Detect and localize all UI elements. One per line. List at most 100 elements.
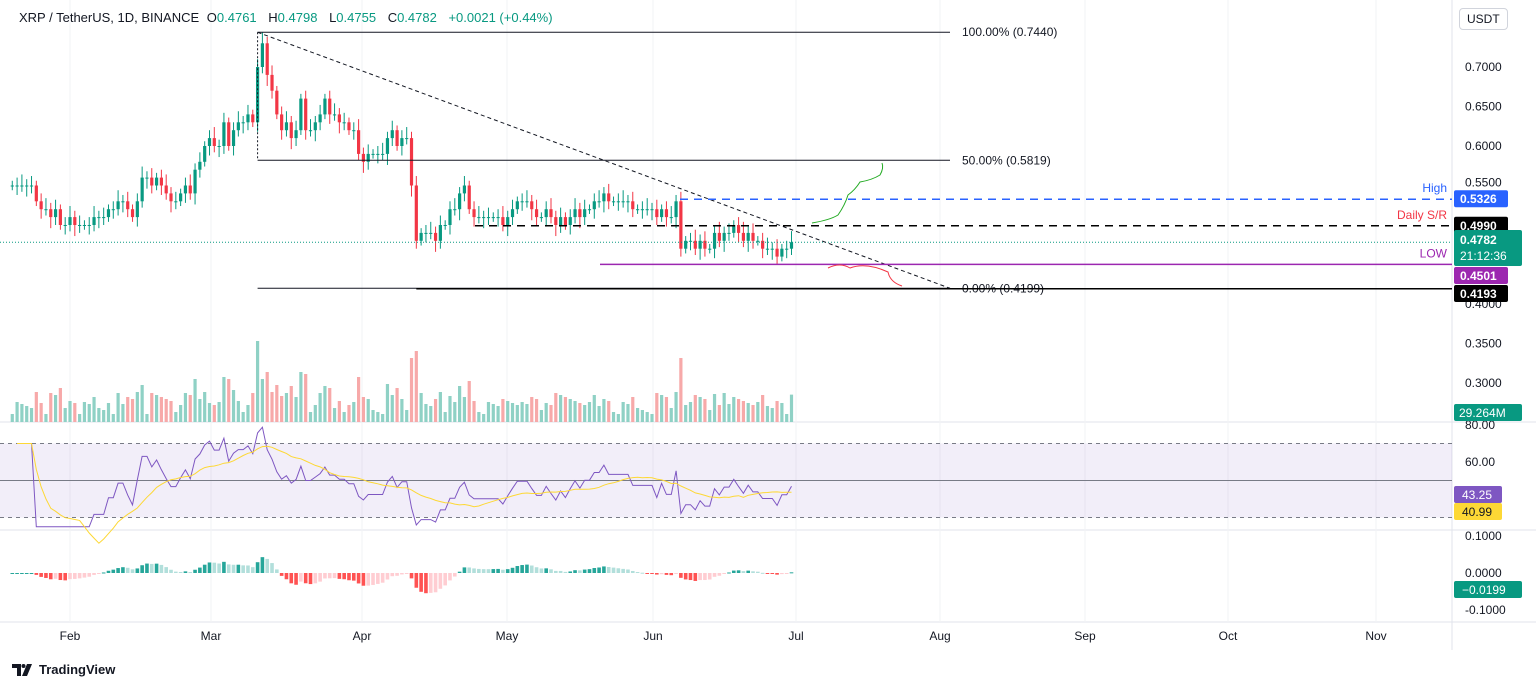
- candle-body: [712, 232, 717, 249]
- candle-body: [780, 248, 784, 257]
- candle-body: [318, 114, 322, 123]
- candle-body: [121, 201, 125, 203]
- price-tick-label: 0.6500: [1465, 100, 1502, 114]
- candle-body: [92, 217, 96, 225]
- open-label: O: [206, 10, 217, 25]
- candle-body: [251, 114, 255, 123]
- volume-bar: [53, 395, 58, 422]
- volume-bar: [154, 395, 159, 422]
- volume-bar: [640, 410, 644, 422]
- candle-body: [664, 209, 669, 218]
- volume-bar: [294, 397, 298, 422]
- volume-bar: [198, 399, 202, 422]
- volume-bar: [549, 405, 553, 422]
- macd-histogram-bar: [351, 573, 356, 581]
- symbol-title[interactable]: XRP / TetherUS, 1D, BINANCE: [19, 10, 200, 25]
- high-label: H: [268, 10, 278, 25]
- macd-histogram-bar: [53, 573, 58, 579]
- macd-histogram-bar: [236, 564, 241, 573]
- candle-body: [289, 122, 293, 139]
- volume-bar: [121, 404, 125, 422]
- price-tag: [1454, 216, 1508, 234]
- candle-body: [304, 98, 308, 131]
- macd-histogram-bar: [390, 573, 395, 577]
- volume-bar: [741, 401, 745, 422]
- price-tag-label: 0.5326: [1460, 192, 1497, 206]
- macd-histogram-bar: [539, 568, 544, 573]
- macd-histogram-bar: [635, 572, 640, 574]
- volume-bar: [775, 401, 779, 422]
- candle-body: [280, 114, 284, 131]
- candle-body: [34, 185, 38, 202]
- macd-histogram-bar: [164, 567, 168, 573]
- macd-histogram-bar: [68, 573, 72, 580]
- candle-body: [111, 209, 115, 211]
- macd-histogram-bar: [698, 573, 702, 581]
- macd-histogram-bar: [279, 573, 284, 576]
- time-tick-label: May: [496, 629, 519, 643]
- macd-histogram-bar: [731, 570, 736, 573]
- candle-body: [10, 185, 14, 187]
- candle-body: [785, 248, 789, 250]
- volume-bar: [188, 395, 192, 422]
- volume-bar: [453, 402, 457, 422]
- volume-bar: [491, 404, 495, 422]
- rsi-value-label: 43.25: [1462, 488, 1492, 502]
- macd-histogram-bar: [414, 573, 419, 588]
- macd-tick-label: 0.0000: [1465, 566, 1502, 580]
- volume-bar: [462, 397, 467, 422]
- macd-histogram-bar: [457, 571, 462, 573]
- macd-histogram-bar: [428, 573, 433, 593]
- tradingview-logo[interactable]: TradingView: [12, 662, 115, 677]
- branding-text: TradingView: [39, 662, 116, 677]
- macd-histogram-bar: [655, 573, 659, 575]
- volume-bar: [621, 402, 625, 422]
- macd-histogram-bar: [73, 573, 77, 579]
- macd-histogram-bar: [34, 573, 39, 575]
- macd-histogram-bar: [683, 573, 688, 580]
- volume-bar: [722, 393, 726, 422]
- candle-body: [496, 217, 500, 219]
- macd-histogram-bar: [453, 573, 457, 577]
- volume-bar: [126, 397, 130, 422]
- macd-histogram-bar: [775, 573, 779, 575]
- macd-histogram-bar: [640, 572, 645, 574]
- currency-button[interactable]: USDT: [1459, 8, 1508, 30]
- macd-histogram-bar: [477, 568, 481, 573]
- macd-histogram-bar: [587, 569, 592, 573]
- macd-histogram-bar: [611, 567, 616, 573]
- volume-bar: [337, 401, 341, 422]
- candle-body: [193, 169, 197, 194]
- volume-bar: [688, 402, 693, 422]
- volume-bar: [746, 403, 750, 422]
- candle-body: [674, 201, 678, 218]
- volume-bar: [602, 399, 606, 422]
- macd-tick-label: -0.1000: [1465, 603, 1506, 617]
- volume-bar: [780, 403, 784, 422]
- candle-body: [458, 193, 462, 210]
- candle-body: [736, 225, 741, 233]
- volume-bar: [10, 414, 14, 422]
- macd-histogram-bar: [371, 573, 375, 585]
- macd-histogram-bar: [727, 572, 731, 574]
- macd-histogram-bar: [380, 573, 385, 583]
- macd-histogram-bar: [222, 561, 226, 573]
- level-label: LOW: [1420, 246, 1448, 260]
- candle-body: [530, 201, 534, 210]
- macd-histogram-bar: [606, 566, 611, 573]
- volume-bar: [400, 399, 404, 422]
- volume-bar: [275, 385, 279, 422]
- candle-body: [203, 146, 207, 162]
- volume-bar: [106, 403, 111, 422]
- candle-body: [357, 130, 361, 154]
- macd-histogram-bar: [275, 569, 279, 573]
- volume-bar: [385, 384, 390, 422]
- candle-body: [563, 217, 568, 225]
- candle-body: [583, 209, 587, 218]
- candle-body: [140, 177, 144, 202]
- macd-histogram-bar: [347, 573, 351, 581]
- price-tick-label: 0.5500: [1465, 176, 1502, 190]
- macd-histogram-bar: [361, 573, 366, 586]
- volume-bar: [116, 393, 120, 422]
